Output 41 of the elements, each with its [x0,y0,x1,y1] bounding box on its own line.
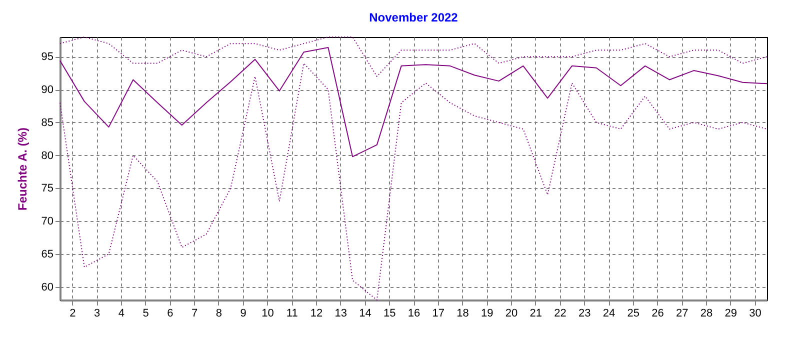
x-tick-label: 16 [408,308,420,320]
x-tick-label: 19 [481,308,494,320]
line-series [60,36,768,77]
line-series [60,47,768,158]
y-tick-label: 65 [41,248,54,260]
x-tick-label: 29 [724,308,738,320]
x-tick-label: 20 [505,308,518,320]
x-tick-label: 11 [286,308,298,320]
y-axis-title: Feuchte A. (%) [15,128,30,210]
y-tick-label: 95 [41,51,54,64]
x-tick-label: 28 [700,308,713,320]
x-tick-label: 23 [578,308,591,320]
x-tick-label: 4 [118,308,125,320]
y-tick-label: 70 [41,216,54,228]
y-tick-label: 60 [41,281,54,294]
x-tick-label: 2 [70,308,76,320]
x-tick-label: 21 [530,308,542,320]
y-tick-label: 90 [41,84,54,96]
x-tick-label: 3 [94,308,100,320]
chart-title: November 2022 [369,10,458,24]
x-tick-label: 7 [192,308,198,320]
x-tick-label: 12 [310,308,323,320]
x-tick-label: 27 [676,308,688,320]
y-tick-label: 80 [41,150,54,162]
x-tick-label: 10 [262,308,274,320]
x-tick-label: 17 [432,308,445,320]
x-tick-label: 18 [456,308,469,320]
x-tick-label: 24 [602,308,616,320]
x-tick-label: 14 [359,308,372,320]
x-tick-label: 30 [749,308,762,320]
x-tick-label: 13 [334,308,347,320]
x-tick-label: 25 [627,308,640,320]
x-tick-label: 22 [554,308,566,320]
x-tick-label: 8 [216,308,222,320]
y-tick-label: 75 [41,182,54,195]
x-tick-label: 15 [383,308,396,320]
y-tick-label: 85 [41,116,54,129]
x-tick-label: 9 [240,308,246,320]
x-tick-label: 26 [652,308,664,320]
x-tick-label: 6 [167,308,174,320]
x-tick-label: 5 [142,308,149,320]
